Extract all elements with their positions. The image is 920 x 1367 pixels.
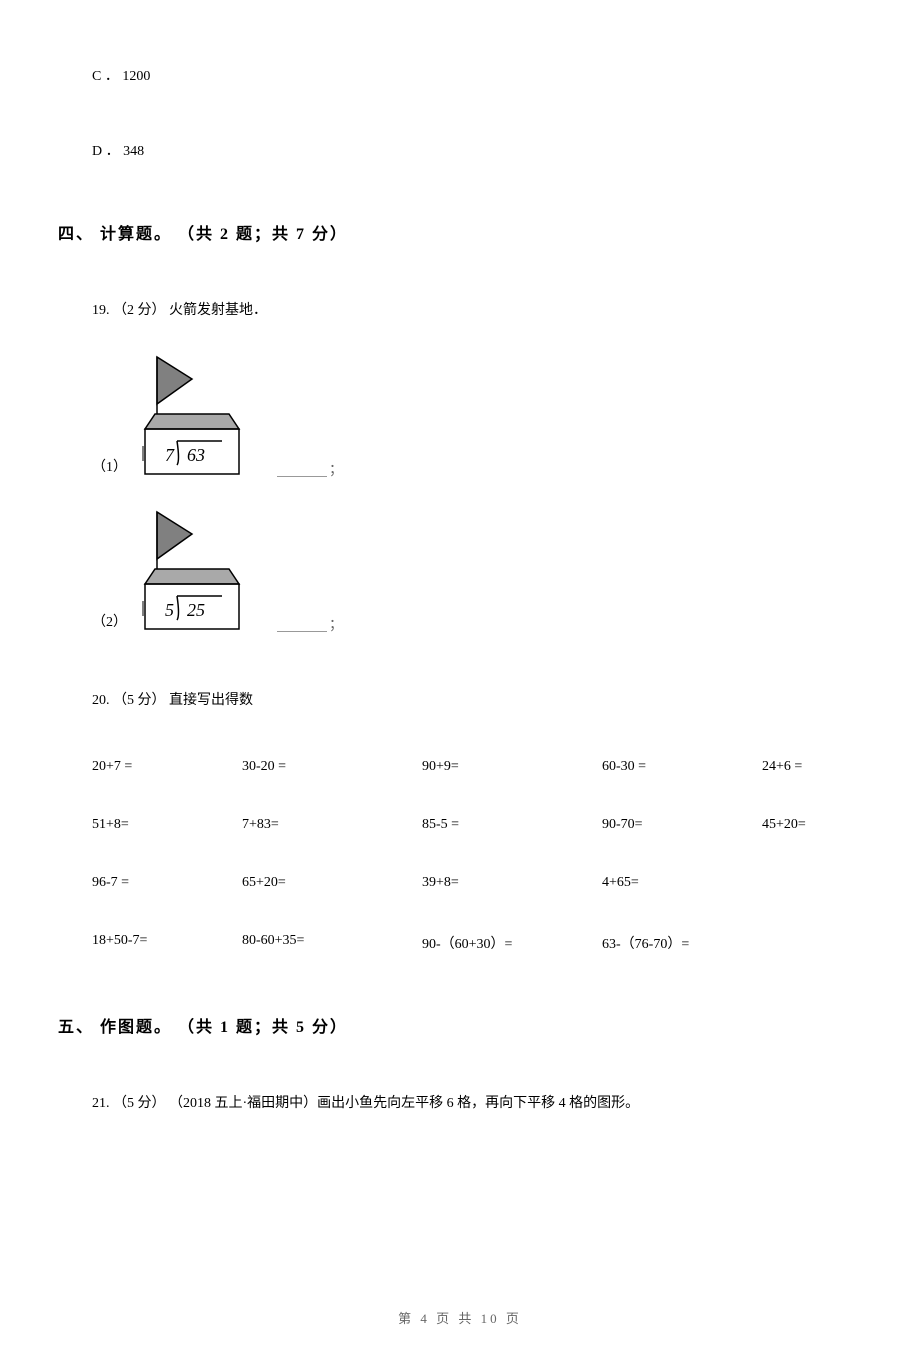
calc-cell: 90+9= [422,759,602,775]
question-20: 20. （5 分） 直接写出得数 [92,689,870,709]
section-4-heading: 四、 计算题。 （共 2 题；共 7 分） [58,220,870,244]
calc-cell: 85-5 = [422,817,602,833]
calc-cell: 65+20= [242,875,422,891]
calc-cell: 90-（60+30）= [422,933,602,953]
answer-blank-1[interactable] [277,476,327,477]
page-footer: 第 4 页 共 10 页 [0,1308,920,1327]
rocket-block-2: （2） 5 25 ； [92,504,870,634]
rocket-diagram-1: 7 63 [137,349,247,479]
svg-text:25: 25 [187,600,205,620]
calc-row-2: 51+8= 7+83= 85-5 = 90-70= 45+20= [92,817,870,833]
rocket-diagram-2: 5 25 [137,504,247,634]
sub-question-1-number: （1） [92,456,127,479]
calc-cell: 20+7 = [92,759,242,775]
calc-cell: 51+8= [92,817,242,833]
sub-question-2-number: （2） [92,611,127,634]
calc-row-1: 20+7 = 30-20 = 90+9= 60-30 = 24+6 = [92,759,870,775]
answer-blank-2[interactable] [277,631,327,632]
calc-cell [762,875,862,891]
section-5-heading: 五、 作图题。 （共 1 题；共 5 分） [58,1013,870,1037]
svg-text:7: 7 [165,445,175,465]
svg-text:5: 5 [165,600,174,620]
option-d: D ． 348 [92,140,870,160]
svg-text:63: 63 [187,445,205,465]
calc-cell: 7+83= [242,817,422,833]
semicolon-1: ； [329,459,343,479]
calculation-grid: 20+7 = 30-20 = 90+9= 60-30 = 24+6 = 51+8… [92,759,870,953]
option-c: C ． 1200 [92,65,870,85]
calc-cell: 63-（76-70）= [602,933,762,953]
calc-cell: 4+65= [602,875,762,891]
calc-cell: 80-60+35= [242,933,422,953]
semicolon-2: ； [329,614,343,634]
calc-cell: 39+8= [422,875,602,891]
calc-cell: 90-70= [602,817,762,833]
rocket-block-1: （1） 7 63 ； [92,349,870,479]
question-19: 19. （2 分） 火箭发射基地． [92,299,870,319]
calc-cell: 18+50-7= [92,933,242,953]
calc-cell [762,933,862,953]
calc-cell: 96-7 = [92,875,242,891]
calc-cell: 60-30 = [602,759,762,775]
calc-row-3: 96-7 = 65+20= 39+8= 4+65= [92,875,870,891]
calc-cell: 45+20= [762,817,862,833]
calc-cell: 30-20 = [242,759,422,775]
calc-row-4: 18+50-7= 80-60+35= 90-（60+30）= 63-（76-70… [92,933,870,953]
calc-cell: 24+6 = [762,759,862,775]
question-21: 21. （5 分） （2018 五上·福田期中）画出小鱼先向左平移 6 格，再向… [92,1092,870,1112]
